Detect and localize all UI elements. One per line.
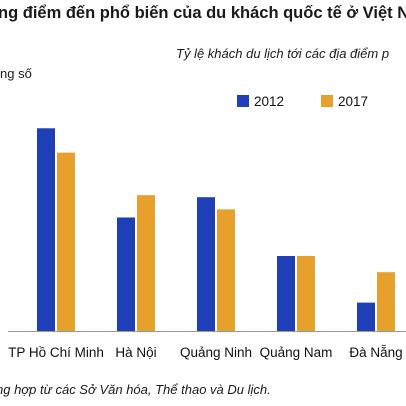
legend-swatch-2017 xyxy=(321,95,333,107)
bar-2012-1 xyxy=(37,128,55,331)
x-tick-label: Quảng Nam xyxy=(260,345,333,360)
legend-swatch-2012 xyxy=(237,95,249,107)
legend-label-2012: 2012 xyxy=(254,94,284,109)
bar-2017-2 xyxy=(137,195,155,331)
bar-2017-3 xyxy=(217,209,235,331)
bar-2012-3 xyxy=(197,197,215,331)
chart-subtitle: Tỷ lệ khách du lịch tới các địa điểm p xyxy=(176,46,390,61)
legend-label-2017: 2017 xyxy=(338,94,368,109)
chart-title: ng điểm đến phổ biến của du khách quốc t… xyxy=(0,4,406,22)
chart-source-note: ng hợp từ các Sở Văn hóa, Thể thao và Du… xyxy=(0,382,271,397)
bar-2017-4 xyxy=(297,255,315,331)
x-tick-label: Đà Nẵng xyxy=(349,345,402,360)
x-tick-label: Quảng Ninh xyxy=(180,345,252,360)
y-axis-label: ng số xyxy=(0,66,32,81)
bar-2012-2 xyxy=(117,217,135,331)
bar-2012-4 xyxy=(277,255,295,331)
bar-2012-5 xyxy=(357,302,375,331)
bar-2017-5 xyxy=(377,272,395,331)
bar-2017-1 xyxy=(57,152,75,331)
x-tick-label: Hà Nội xyxy=(115,345,156,360)
x-tick-label: TP Hồ Chí Minh xyxy=(8,345,104,360)
